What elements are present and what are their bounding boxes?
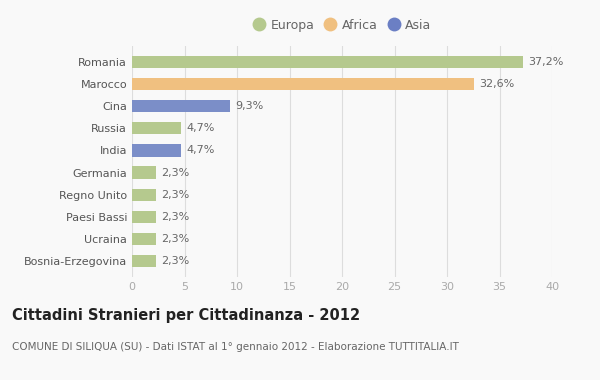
Bar xyxy=(132,144,181,157)
Text: 4,7%: 4,7% xyxy=(187,124,215,133)
Bar xyxy=(132,233,156,245)
Text: 2,3%: 2,3% xyxy=(161,168,190,177)
Bar xyxy=(132,78,475,90)
Bar xyxy=(132,255,156,267)
Text: 4,7%: 4,7% xyxy=(187,146,215,155)
Bar xyxy=(132,100,230,112)
Bar xyxy=(132,211,156,223)
Legend: Europa, Africa, Asia: Europa, Africa, Asia xyxy=(249,15,435,35)
Text: 2,3%: 2,3% xyxy=(161,212,190,222)
Text: 32,6%: 32,6% xyxy=(479,79,515,89)
Text: 37,2%: 37,2% xyxy=(528,57,563,67)
Bar xyxy=(132,166,156,179)
Text: 2,3%: 2,3% xyxy=(161,256,190,266)
Bar xyxy=(132,122,181,135)
Text: 2,3%: 2,3% xyxy=(161,190,190,200)
Bar xyxy=(132,188,156,201)
Text: 2,3%: 2,3% xyxy=(161,234,190,244)
Bar xyxy=(132,56,523,68)
Text: COMUNE DI SILIQUA (SU) - Dati ISTAT al 1° gennaio 2012 - Elaborazione TUTTITALIA: COMUNE DI SILIQUA (SU) - Dati ISTAT al 1… xyxy=(12,342,459,352)
Text: Cittadini Stranieri per Cittadinanza - 2012: Cittadini Stranieri per Cittadinanza - 2… xyxy=(12,308,360,323)
Text: 9,3%: 9,3% xyxy=(235,101,263,111)
